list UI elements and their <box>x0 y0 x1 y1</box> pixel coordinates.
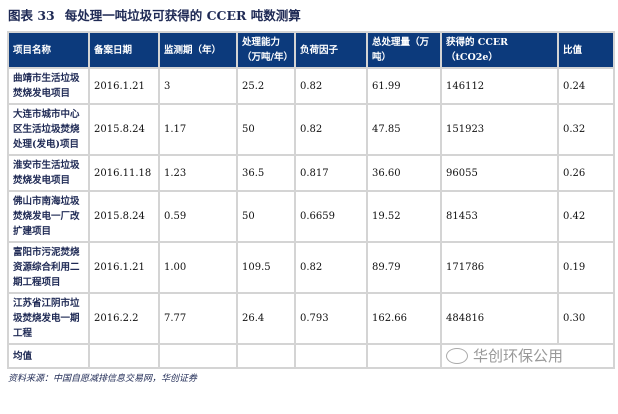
column-header: 处理能力（万吨/年） <box>236 31 296 69</box>
table-cell: 162.66 <box>366 292 442 345</box>
table-cell <box>236 343 296 369</box>
table-cell: 50 <box>236 190 296 243</box>
table-cell: 61.99 <box>366 67 442 105</box>
table-cell: 36.5 <box>236 154 296 192</box>
table-cell: 0.817 <box>294 154 368 192</box>
table-row: 江苏省江阴市垃圾焚烧发电一期工程 2016.2.2 7.77 26.4 0.793 162… <box>7 292 615 345</box>
table-cell <box>158 343 238 369</box>
figure-caption: 每处理一吨垃圾可获得的 CCER 吨数测算 <box>64 8 301 23</box>
figure-label: 图表 33 <box>8 8 55 23</box>
column-header: 比值 <box>557 31 615 69</box>
table-cell <box>366 343 442 369</box>
table-cell: 0.19 <box>557 241 615 294</box>
table-cell <box>294 343 368 369</box>
table-cell: 0.42 <box>557 190 615 243</box>
figure-title: 图表 33 每处理一吨垃圾可获得的 CCER 吨数测算 <box>8 8 613 24</box>
table-cell: 26.4 <box>236 292 296 345</box>
project-name-cell: 曲靖市生活垃圾焚烧发电项目 <box>7 67 90 105</box>
project-name-cell: 大连市城市中心区生活垃圾焚烧处理(发电)项目 <box>7 103 90 156</box>
table-cell: 171786 <box>440 241 559 294</box>
table-cell: 0.6659 <box>294 190 368 243</box>
table-cell: 2015.8.24 <box>88 103 160 156</box>
table-cell: 0.82 <box>294 67 368 105</box>
table-cell: 0.82 <box>294 241 368 294</box>
watermark: 华创环保公用 <box>446 347 609 365</box>
table-row: 富阳市污泥焚烧资源综合利用二期工程项目 2016.1.21 1.00 109.5 0.8… <box>7 241 615 294</box>
table-cell: 109.5 <box>236 241 296 294</box>
table-row: 曲靖市生活垃圾焚烧发电项目 2016.1.21 3 25.2 0.82 61.99 1461… <box>7 67 615 105</box>
table-cell: 25.2 <box>236 67 296 105</box>
column-header: 总处理量（万吨） <box>366 31 442 69</box>
header-row: 项目名称 备案日期 监测期（年） 处理能力（万吨/年） 负荷因子 总处理量（万吨） 获得的 … <box>7 31 615 69</box>
table-cell: 484816 <box>440 292 559 345</box>
project-name-cell: 江苏省江阴市垃圾焚烧发电一期工程 <box>7 292 90 345</box>
table-cell: 2016.1.21 <box>88 241 160 294</box>
source-note: 资料来源：中国自愿减排信息交易网，华创证券 <box>8 374 198 384</box>
ccer-table: 项目名称 备案日期 监测期（年） 处理能力（万吨/年） 负荷因子 总处理量（万吨） 获得的 … <box>7 31 615 369</box>
table-cell: 1.23 <box>158 154 238 192</box>
table-cell: 3 <box>158 67 238 105</box>
column-header: 获得的 CCER（tCO2e） <box>440 31 559 69</box>
table-cell: 96055 <box>440 154 559 192</box>
project-name-cell: 均值 <box>7 343 90 369</box>
table-cell: 2016.1.21 <box>88 67 160 105</box>
table-row: 佛山市南海垃圾焚烧发电一厂改扩建项目 2015.8.24 0.59 50 0.6659 1… <box>7 190 615 243</box>
table-cell: 0.793 <box>294 292 368 345</box>
wechat-icon <box>446 348 468 364</box>
project-name-cell: 淮安市生活垃圾焚烧发电项目 <box>7 154 90 192</box>
table-row: 大连市城市中心区生活垃圾焚烧处理(发电)项目 2015.8.24 1.17 50 0.8… <box>7 103 615 156</box>
table-row: 均值 华创环保公用 <box>7 343 615 369</box>
table-cell: 2016.11.18 <box>88 154 160 192</box>
table-cell: 50 <box>236 103 296 156</box>
table-cell: 151923 <box>440 103 559 156</box>
table-cell: 0.24 <box>557 67 615 105</box>
table-cell: 47.85 <box>366 103 442 156</box>
table-cell: 0.59 <box>158 190 238 243</box>
table-cell: 81453 <box>440 190 559 243</box>
column-header: 备案日期 <box>88 31 160 69</box>
table-cell <box>88 343 160 369</box>
column-header: 项目名称 <box>7 31 90 69</box>
table-cell: 146112 <box>440 67 559 105</box>
table-cell: 0.32 <box>557 103 615 156</box>
watermark-cell: 华创环保公用 <box>440 343 615 369</box>
figure: 图表 33 每处理一吨垃圾可获得的 CCER 吨数测算 项目名称 备案日期 监测期（年… <box>7 8 615 384</box>
table-cell: 36.60 <box>366 154 442 192</box>
table-cell: 89.79 <box>366 241 442 294</box>
table-row: 淮安市生活垃圾焚烧发电项目 2016.11.18 1.23 36.5 0.817 36.6… <box>7 154 615 192</box>
table-cell: 1.17 <box>158 103 238 156</box>
watermark-text: 华创环保公用 <box>473 347 564 365</box>
table-cell: 0.26 <box>557 154 615 192</box>
table-cell: 1.00 <box>158 241 238 294</box>
column-header: 监测期（年） <box>158 31 238 69</box>
table-cell: 19.52 <box>366 190 442 243</box>
table-cell: 7.77 <box>158 292 238 345</box>
table-cell: 0.30 <box>557 292 615 345</box>
table-cell: 2016.2.2 <box>88 292 160 345</box>
table-cell: 2015.8.24 <box>88 190 160 243</box>
table-cell: 0.82 <box>294 103 368 156</box>
project-name-cell: 富阳市污泥焚烧资源综合利用二期工程项目 <box>7 241 90 294</box>
project-name-cell: 佛山市南海垃圾焚烧发电一厂改扩建项目 <box>7 190 90 243</box>
column-header: 负荷因子 <box>294 31 368 69</box>
